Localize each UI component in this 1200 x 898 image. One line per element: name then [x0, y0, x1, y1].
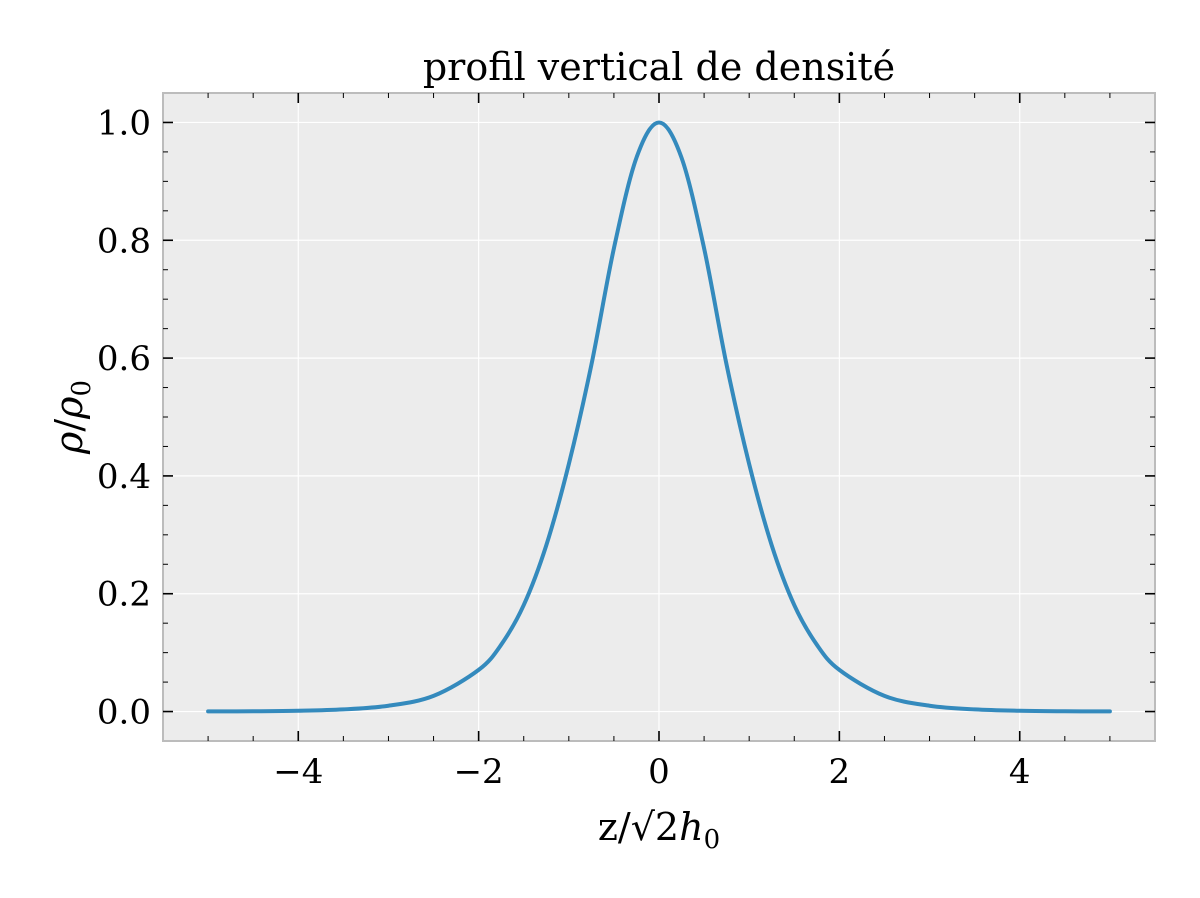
- x-tick-label: −4: [273, 752, 323, 792]
- y-tick-label: 0.8: [97, 221, 151, 261]
- series-layer: [206, 120, 1112, 714]
- y-axis-label: ρ/ρ0: [47, 380, 97, 455]
- y-tick-label: 0.2: [97, 575, 151, 615]
- x-tick-label: 2: [829, 752, 851, 792]
- x-tick-label: 4: [1009, 752, 1031, 792]
- axis-ticks: −4 −2 0 2 4 0.0 0.2 0.4 0.6 0.8 1.0: [97, 93, 1155, 792]
- y-tick-label: 1.0: [97, 103, 151, 143]
- x-axis-label: z/√2h0: [598, 805, 720, 855]
- y-tick-label: 0.6: [97, 339, 151, 379]
- chart-title: profil vertical de densité: [423, 45, 895, 89]
- y-tick-label: 0.4: [97, 457, 151, 497]
- y-tick-label: 0.0: [97, 693, 151, 733]
- density-curve: [206, 120, 1112, 714]
- x-tick-label: −2: [454, 752, 504, 792]
- x-tick-label: 0: [648, 752, 670, 792]
